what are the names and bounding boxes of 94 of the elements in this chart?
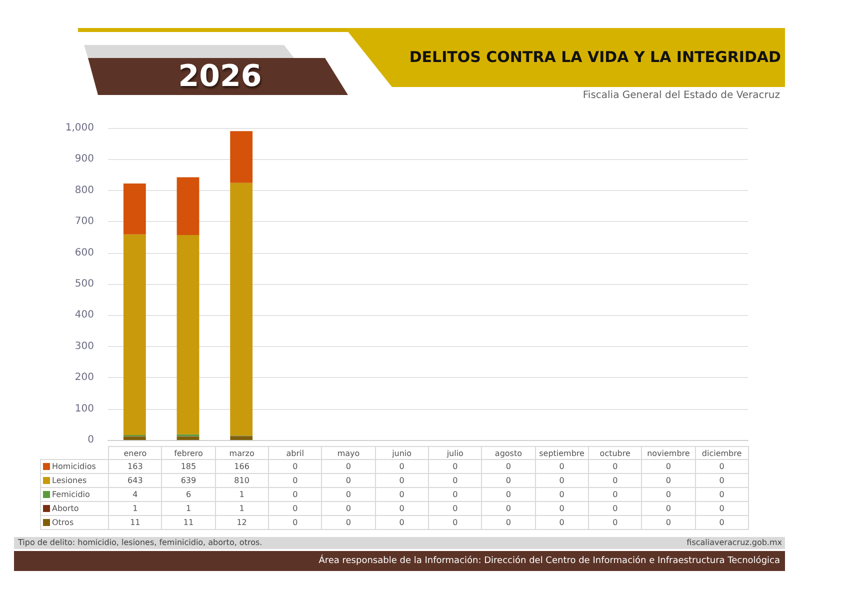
x-tick-label: enero <box>108 446 162 460</box>
x-tick-label: marzo <box>215 446 268 460</box>
data-label: 0 <box>268 516 322 530</box>
y-tick-label: 0 <box>88 434 94 446</box>
data-label: 0 <box>588 502 642 516</box>
y-tick-label: 300 <box>74 340 94 352</box>
data-label: 0 <box>535 460 588 474</box>
data-label: 0 <box>268 488 322 502</box>
data-label: 1 <box>108 502 162 516</box>
data-label: 639 <box>162 474 216 488</box>
data-label: 0 <box>535 474 588 488</box>
data-label: 0 <box>268 502 322 516</box>
chart-subtitle: Fiscalia General del Estado de Veracruz <box>582 89 780 103</box>
data-label: 0 <box>642 474 696 488</box>
y-tick-label: 1,000 <box>65 122 94 134</box>
data-label: 0 <box>428 502 482 516</box>
data-label: 0 <box>588 474 642 488</box>
data-label: 0 <box>322 460 376 474</box>
data-label: 11 <box>162 516 216 530</box>
y-tick-label: 500 <box>74 278 94 290</box>
data-label: 0 <box>482 460 536 474</box>
data-label: 0 <box>588 460 642 474</box>
data-label: 0 <box>375 460 428 474</box>
data-label: 0 <box>535 488 588 502</box>
data-label: 0 <box>588 516 642 530</box>
data-label: 0 <box>695 474 748 488</box>
text: Área responsable de la Información: Dirección del Centro de Información e Infraestructura Tecnológica <box>318 554 780 568</box>
x-tick-label: diciembre <box>695 446 748 460</box>
data-label: 0 <box>428 488 482 502</box>
data-label: 1 <box>215 502 268 516</box>
data-label: 1 <box>215 488 268 502</box>
data-label: 0 <box>642 516 696 530</box>
data-label: 0 <box>588 488 642 502</box>
data-label: 0 <box>322 502 376 516</box>
data-label: 0 <box>322 516 376 530</box>
data-label: 0 <box>642 502 696 516</box>
x-tick-label: agosto <box>482 446 536 460</box>
data-label: 0 <box>375 516 428 530</box>
data-label: 0 <box>695 516 748 530</box>
data-label: 810 <box>215 474 268 488</box>
data-label: 0 <box>535 502 588 516</box>
data-label: 0 <box>375 474 428 488</box>
data-label: 0 <box>268 460 322 474</box>
data-label: 0 <box>482 502 536 516</box>
y-tick-label: 400 <box>74 310 94 321</box>
data-label: 12 <box>215 516 268 530</box>
data-label: 0 <box>428 474 482 488</box>
x-tick-label: noviembre <box>642 446 696 460</box>
legend-label: Lesiones <box>40 474 108 488</box>
legend-label: Homicidios <box>40 460 108 474</box>
x-tick-label: junio <box>375 446 428 460</box>
x-tick-label: octubre <box>588 446 642 460</box>
data-label: 0 <box>482 474 536 488</box>
chart-title: DELITOS CONTRA LA VIDA Y LA INTEGRIDAD <box>409 47 781 68</box>
data-label: 0 <box>695 460 748 474</box>
text: Tipo de delito: homicidio, lesiones, feminicidio, aborto, otros. <box>18 537 262 549</box>
data-label: 4 <box>108 488 162 502</box>
data-label: 1 <box>162 502 216 516</box>
y-tick-label: 900 <box>74 154 94 165</box>
x-tick-label: septiembre <box>535 446 588 460</box>
data-label: 0 <box>375 502 428 516</box>
legend-label: Otros <box>40 516 108 530</box>
data-label: 0 <box>482 488 536 502</box>
data-label: 0 <box>695 502 748 516</box>
data-label: 0 <box>268 474 322 488</box>
x-tick-label: mayo <box>322 446 376 460</box>
y-tick-label: 100 <box>74 403 94 414</box>
x-tick-label: abril <box>268 446 322 460</box>
y-tick-label: 700 <box>74 216 94 228</box>
data-label: 0 <box>642 460 696 474</box>
legend-label: Aborto <box>40 502 108 516</box>
data-label: 185 <box>162 460 216 474</box>
text: 2026 <box>177 58 263 95</box>
data-label: 643 <box>108 474 162 488</box>
data-label: 0 <box>482 516 536 530</box>
legend-label: Femicidio <box>40 488 108 502</box>
data-label: 0 <box>642 488 696 502</box>
data-label: 0 <box>322 488 376 502</box>
data-label: 0 <box>695 488 748 502</box>
y-tick-label: 600 <box>74 247 94 258</box>
x-tick-label: julio <box>428 446 482 460</box>
data-label: 166 <box>215 460 268 474</box>
y-tick-label: 800 <box>74 184 94 196</box>
data-label: 0 <box>535 516 588 530</box>
data-label: 0 <box>428 460 482 474</box>
text: fiscaliaveracruz.gob.mx <box>686 537 782 549</box>
x-tick-label: febrero <box>162 446 216 460</box>
data-label: 0 <box>322 474 376 488</box>
y-tick-label: 200 <box>74 372 94 384</box>
data-label: 163 <box>108 460 162 474</box>
data-label: 11 <box>108 516 162 530</box>
data-label: 0 <box>375 488 428 502</box>
data-label: 0 <box>428 516 482 530</box>
data-label: 6 <box>162 488 216 502</box>
